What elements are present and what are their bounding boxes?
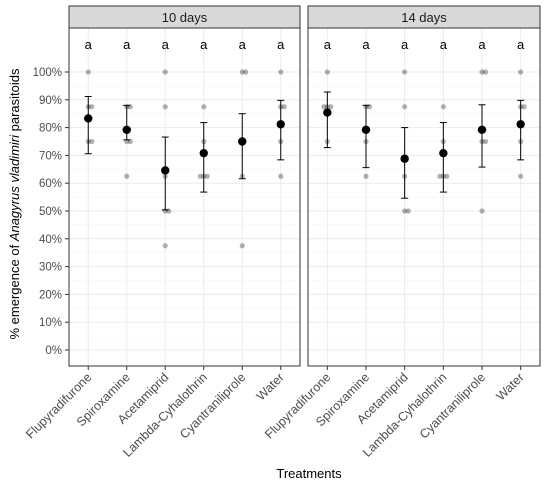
raw-point-lambda-cyhalothrin bbox=[440, 104, 446, 110]
frame-layer bbox=[65, 5, 541, 370]
raw-point-water bbox=[278, 69, 284, 75]
x-tick-label-water: Water bbox=[254, 370, 287, 403]
mean-point-cyantraniliprole bbox=[477, 125, 487, 135]
significance-letter: a bbox=[362, 37, 370, 52]
facet-strip-label: 14 days bbox=[401, 10, 447, 25]
raw-point-acetamiprid bbox=[162, 69, 168, 75]
raw-point-water bbox=[521, 104, 527, 110]
mean-point-lambda-cyhalothrin bbox=[439, 148, 448, 158]
raw-point-cyantraniliprole bbox=[239, 243, 245, 249]
significance-letter: a bbox=[401, 37, 409, 52]
mean-point-acetamiprid bbox=[161, 166, 170, 175]
raw-point-flupyradifurone bbox=[89, 104, 95, 110]
mean-point-water bbox=[276, 120, 285, 129]
raw-point-acetamiprid bbox=[166, 208, 172, 214]
mean-point-acetamiprid bbox=[400, 154, 409, 163]
x-axis-title: Treatments bbox=[276, 466, 342, 481]
raw-point-water bbox=[281, 104, 287, 110]
y-tick-label: 20% bbox=[39, 289, 62, 301]
significance-letter: a bbox=[239, 37, 247, 52]
raw-point-flupyradifurone bbox=[321, 104, 327, 110]
raw-point-flupyradifurone bbox=[328, 104, 334, 110]
raw-point-water bbox=[518, 69, 524, 75]
y-tick-label: 70% bbox=[39, 150, 62, 162]
facet-strip-label: 10 days bbox=[162, 10, 208, 25]
raw-point-spiroxamine bbox=[124, 173, 130, 179]
mean-point-flupyradifurone bbox=[323, 108, 332, 117]
raw-point-lambda-cyhalothrin bbox=[197, 173, 203, 179]
panel-border bbox=[68, 27, 301, 367]
raw-point-lambda-cyhalothrin bbox=[201, 104, 207, 110]
raw-point-acetamiprid bbox=[162, 243, 168, 249]
significance-letter: a bbox=[200, 37, 208, 52]
mean-point-flupyradifurone bbox=[84, 114, 93, 123]
raw-point-acetamiprid bbox=[402, 69, 408, 75]
raw-point-acetamiprid bbox=[402, 104, 408, 110]
raw-point-cyantraniliprole bbox=[479, 69, 485, 75]
mean-point-spiroxamine bbox=[122, 125, 131, 135]
y-tick-label: 90% bbox=[39, 95, 62, 107]
y-tick-label: 0% bbox=[45, 345, 62, 357]
raw-point-acetamiprid bbox=[405, 208, 411, 214]
y-tick-label: 30% bbox=[39, 262, 62, 274]
mean-point-water bbox=[516, 120, 525, 129]
raw-point-cyantraniliprole bbox=[482, 69, 489, 75]
significance-letter: a bbox=[162, 37, 170, 52]
y-axis-title-part-2: Anagyrus vladimiri bbox=[7, 134, 22, 242]
y-axis-title-part-1: % emergence of bbox=[7, 241, 22, 339]
raw-point-lambda-cyhalothrin bbox=[444, 173, 450, 179]
mean-point-cyantraniliprole bbox=[238, 137, 247, 146]
y-axis-title: % emergence of Anagyrus vladimiri parasi… bbox=[7, 68, 22, 339]
significance-letter: a bbox=[85, 37, 93, 52]
y-tick-label: 80% bbox=[39, 123, 62, 135]
x-tick-label-cyantraniliprole: Cyantraniliprole bbox=[177, 370, 248, 441]
y-tick-label: 50% bbox=[39, 206, 62, 218]
y-axis-title-part-3: parasitoids bbox=[7, 68, 22, 135]
y-tick-label: 100% bbox=[33, 67, 62, 79]
mean-point-spiroxamine bbox=[361, 125, 371, 135]
significance-letter: a bbox=[440, 37, 448, 52]
raw-point-water bbox=[278, 173, 284, 179]
x-tick-label-water: Water bbox=[494, 370, 527, 403]
significance-letter: a bbox=[324, 37, 332, 52]
y-tick-label: 60% bbox=[39, 178, 62, 190]
raw-point-flupyradifurone bbox=[324, 69, 330, 75]
raw-point-spiroxamine bbox=[363, 173, 369, 179]
raw-point-cyantraniliprole bbox=[479, 208, 485, 214]
raw-point-lambda-cyhalothrin bbox=[437, 173, 443, 179]
raw-point-water bbox=[518, 173, 524, 179]
mean-point-lambda-cyhalothrin bbox=[199, 148, 208, 158]
y-tick-label: 40% bbox=[39, 234, 62, 246]
raw-point-acetamiprid bbox=[162, 104, 168, 110]
panel-border bbox=[307, 27, 541, 367]
significance-letter: a bbox=[517, 37, 525, 52]
raw-point-acetamiprid bbox=[402, 208, 408, 214]
raw-point-cyantraniliprole bbox=[239, 69, 245, 75]
means-layer bbox=[84, 108, 525, 175]
y-tick-label: 10% bbox=[39, 317, 62, 329]
x-tick-label-flupyradifurone: Flupyradifurone bbox=[23, 370, 94, 441]
raw-point-cyantraniliprole bbox=[243, 69, 249, 75]
significance-letter: a bbox=[478, 37, 486, 52]
raw-point-cyantraniliprole bbox=[482, 138, 489, 145]
raw-point-flupyradifurone bbox=[89, 138, 95, 145]
raw-point-lambda-cyhalothrin bbox=[204, 173, 210, 179]
grid-layer bbox=[69, 28, 540, 366]
raw-point-flupyradifurone bbox=[85, 69, 91, 75]
significance-letter: a bbox=[123, 37, 131, 52]
significance-letter: a bbox=[277, 37, 285, 52]
